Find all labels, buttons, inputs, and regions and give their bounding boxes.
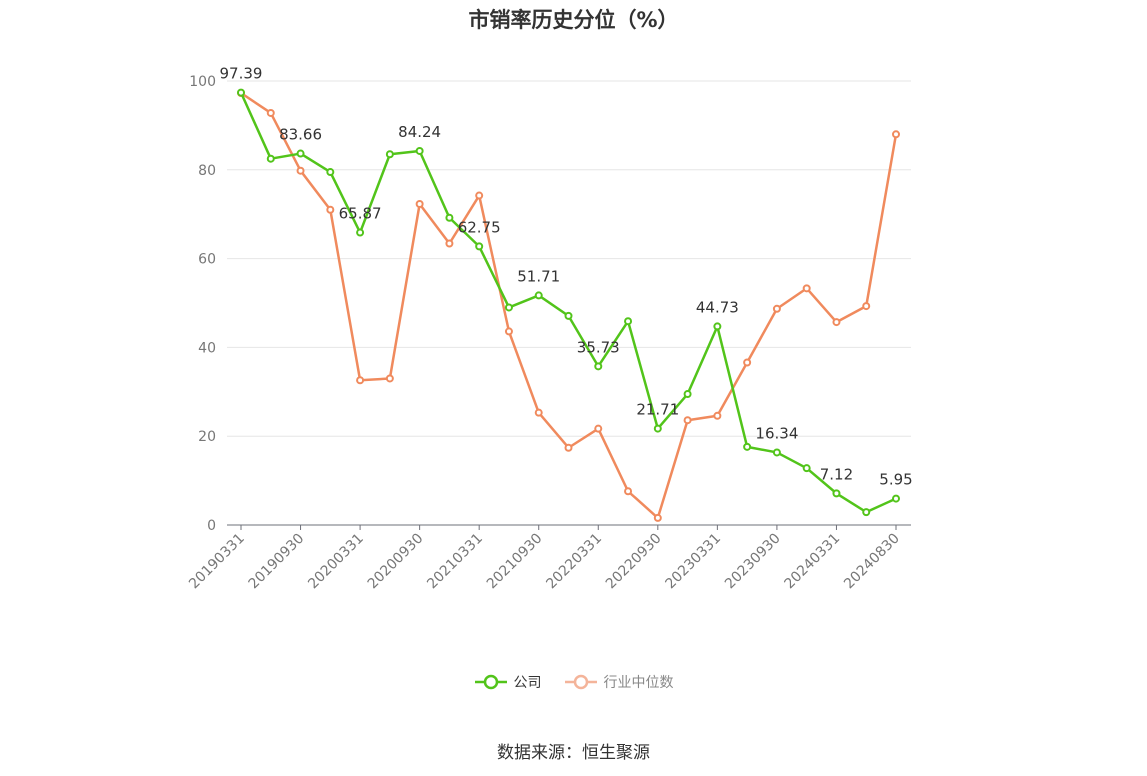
data-point: [862, 302, 871, 311]
y-tick-label: 60: [198, 252, 216, 268]
data-label: 16.34: [755, 424, 798, 442]
data-point: [504, 327, 513, 336]
data-point: [594, 362, 603, 371]
y-tick-label: 80: [198, 163, 216, 179]
data-point: [475, 191, 484, 200]
data-point: [713, 411, 722, 420]
data-point: [624, 317, 633, 326]
x-tick-label: 20190930: [246, 531, 308, 593]
data-point: [802, 284, 811, 293]
legend-item-industry[interactable]: 行业中位数: [564, 672, 674, 692]
data-label: 83.66: [279, 126, 322, 144]
data-point: [564, 311, 573, 320]
data-point: [326, 168, 335, 177]
data-point: [832, 318, 841, 327]
x-tick-label: 20230930: [722, 531, 784, 593]
data-point: [653, 513, 662, 522]
line-chart: 0 20 40 60 80 100 2019033120190930202003312020…: [186, 65, 913, 593]
x-tick-label: 20220331: [543, 531, 605, 593]
data-point: [326, 205, 335, 214]
series: [237, 88, 900, 522]
data-point: [683, 416, 692, 425]
data-point: [743, 358, 752, 367]
axes: 0 20 40 60 80 100 2019033120190930202003312020…: [186, 74, 911, 592]
data-point: [892, 494, 900, 503]
data-point: [534, 291, 543, 300]
x-tick-label: 20240331: [782, 531, 844, 593]
data-point: [504, 303, 513, 312]
data-point: [445, 213, 454, 222]
x-tick-label: 20240830: [841, 531, 903, 593]
data-label: 7.12: [820, 465, 853, 483]
data-label: 65.87: [339, 205, 382, 223]
legend: 公司 行业中位数: [0, 672, 1147, 692]
data-label: 21.71: [636, 401, 679, 419]
data-point: [415, 146, 424, 155]
data-point: [832, 489, 841, 498]
data-point: [356, 376, 365, 385]
data-point: [385, 374, 394, 383]
chart-title: 市销率历史分位（%）: [468, 8, 679, 32]
data-point: [683, 390, 692, 399]
data-label: 62.75: [458, 218, 501, 236]
data-point: [802, 464, 811, 473]
y-tick-label: 0: [207, 518, 216, 534]
data-point: [356, 228, 365, 237]
data-point: [266, 108, 275, 117]
data-label: 84.24: [398, 123, 441, 141]
data-point: [713, 322, 722, 331]
legend-company-label: 公司: [513, 675, 542, 691]
data-point: [653, 424, 662, 433]
legend-industry-line-icon: [564, 674, 597, 690]
data-point: [237, 88, 245, 97]
y-tick-label: 20: [198, 429, 216, 445]
data-label: 97.39: [220, 65, 263, 83]
data-label: 51.71: [517, 267, 560, 285]
data-point: [862, 508, 871, 517]
data-point: [385, 150, 394, 159]
data-point: [266, 154, 275, 163]
y-tick-label: 40: [198, 340, 216, 356]
data-point: [475, 242, 484, 251]
grid-lines: [227, 80, 911, 437]
data-label: 35.73: [577, 338, 620, 356]
data-point: [564, 443, 573, 452]
x-tick-label: 20200331: [305, 531, 367, 593]
x-tick-label: 20210331: [424, 531, 486, 593]
data-label: 44.73: [696, 298, 739, 316]
series-line-industry: [240, 91, 898, 520]
y-tick-label: 100: [189, 74, 216, 90]
data-point: [445, 239, 454, 248]
data-point: [892, 130, 900, 139]
data-point: [743, 442, 752, 451]
x-tick-label: 20190331: [186, 531, 248, 593]
x-tick-label: 20220930: [603, 531, 665, 593]
data-labels: 97.39 83.66 65.87 84.24 62.75 51.71 35.73 21.71…: [220, 65, 913, 489]
legend-industry-label: 行业中位数: [603, 675, 674, 691]
x-tick-label: 20200930: [365, 531, 427, 593]
data-source-note: 数据来源：恒生聚源: [497, 743, 650, 763]
data-label: 5.95: [879, 471, 912, 489]
data-point: [594, 424, 603, 433]
legend-company-line-icon: [474, 674, 507, 690]
data-point: [772, 304, 781, 313]
data-point: [296, 149, 305, 158]
data-point: [624, 487, 633, 496]
data-point: [296, 166, 305, 175]
data-point: [772, 448, 781, 457]
data-point: [415, 199, 424, 208]
x-tick-label: 20210930: [484, 531, 546, 593]
x-tick-label: 20230331: [662, 531, 724, 593]
legend-item-company[interactable]: 公司: [474, 672, 542, 692]
data-point: [534, 408, 543, 417]
